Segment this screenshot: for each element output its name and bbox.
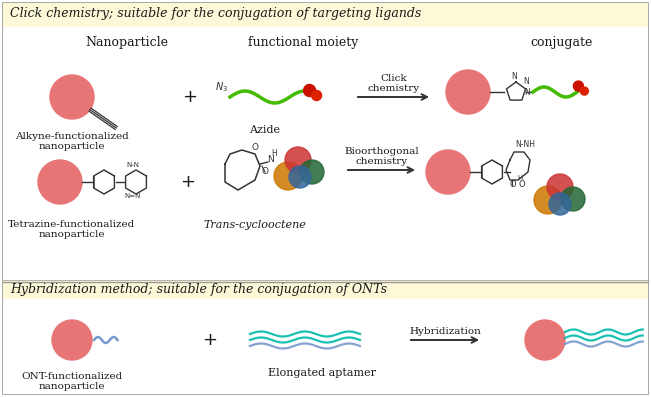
Text: +: + bbox=[180, 173, 195, 191]
Text: N-NH: N-NH bbox=[515, 140, 535, 149]
Text: O: O bbox=[251, 143, 258, 152]
Text: O: O bbox=[510, 180, 516, 189]
Text: N: N bbox=[511, 72, 517, 81]
Text: N: N bbox=[267, 155, 273, 164]
Circle shape bbox=[525, 320, 565, 360]
Text: N=N: N=N bbox=[125, 193, 141, 199]
Text: conjugate: conjugate bbox=[530, 36, 592, 49]
Circle shape bbox=[50, 75, 94, 119]
Text: N: N bbox=[524, 88, 530, 97]
Text: Hybridization: Hybridization bbox=[409, 327, 481, 336]
Circle shape bbox=[300, 160, 324, 184]
Text: Tetrazine-functionalized
nanoparticle: Tetrazine-functionalized nanoparticle bbox=[8, 220, 135, 239]
Text: ONT-functionalized
nanoparticle: ONT-functionalized nanoparticle bbox=[21, 372, 122, 391]
Bar bbox=[3, 27, 648, 282]
Circle shape bbox=[581, 87, 589, 95]
Circle shape bbox=[426, 150, 470, 194]
Bar bbox=[3, 299, 648, 394]
Text: Elongated aptamer: Elongated aptamer bbox=[268, 368, 376, 378]
Circle shape bbox=[446, 70, 490, 114]
Bar bbox=[3, 3, 648, 27]
Text: +: + bbox=[202, 331, 217, 349]
Text: N-N: N-N bbox=[126, 162, 139, 168]
Circle shape bbox=[549, 193, 571, 215]
Circle shape bbox=[274, 162, 302, 190]
Circle shape bbox=[38, 160, 82, 204]
Text: O: O bbox=[262, 167, 268, 176]
Text: Alkyne-functionalized
nanoparticle: Alkyne-functionalized nanoparticle bbox=[15, 132, 129, 151]
Text: H: H bbox=[271, 149, 277, 158]
Text: Click
chemistry: Click chemistry bbox=[367, 73, 419, 93]
Circle shape bbox=[303, 85, 316, 96]
Circle shape bbox=[52, 320, 92, 360]
Text: Azide: Azide bbox=[249, 125, 281, 135]
Text: Nanoparticle: Nanoparticle bbox=[85, 36, 168, 49]
Text: Hybridization method; suitable for the conjugation of ONTs: Hybridization method; suitable for the c… bbox=[10, 283, 387, 297]
Bar bbox=[3, 280, 648, 299]
Text: functional moiety: functional moiety bbox=[248, 36, 358, 49]
Text: $N_3$: $N_3$ bbox=[215, 80, 228, 94]
Text: N: N bbox=[523, 77, 529, 86]
Circle shape bbox=[561, 187, 585, 211]
Circle shape bbox=[547, 174, 573, 200]
Text: Click chemistry; suitable for the conjugation of targeting ligands: Click chemistry; suitable for the conjug… bbox=[10, 6, 421, 19]
Circle shape bbox=[285, 147, 311, 173]
Circle shape bbox=[312, 91, 322, 100]
Circle shape bbox=[534, 186, 562, 214]
Text: O: O bbox=[519, 180, 525, 189]
Text: Bioorthogonal
chemistry: Bioorthogonal chemistry bbox=[344, 146, 419, 166]
Circle shape bbox=[574, 81, 583, 91]
Text: Trans-cyclooctene: Trans-cyclooctene bbox=[204, 220, 307, 230]
Text: H: H bbox=[518, 175, 523, 181]
Text: +: + bbox=[182, 88, 197, 106]
Circle shape bbox=[289, 166, 311, 188]
